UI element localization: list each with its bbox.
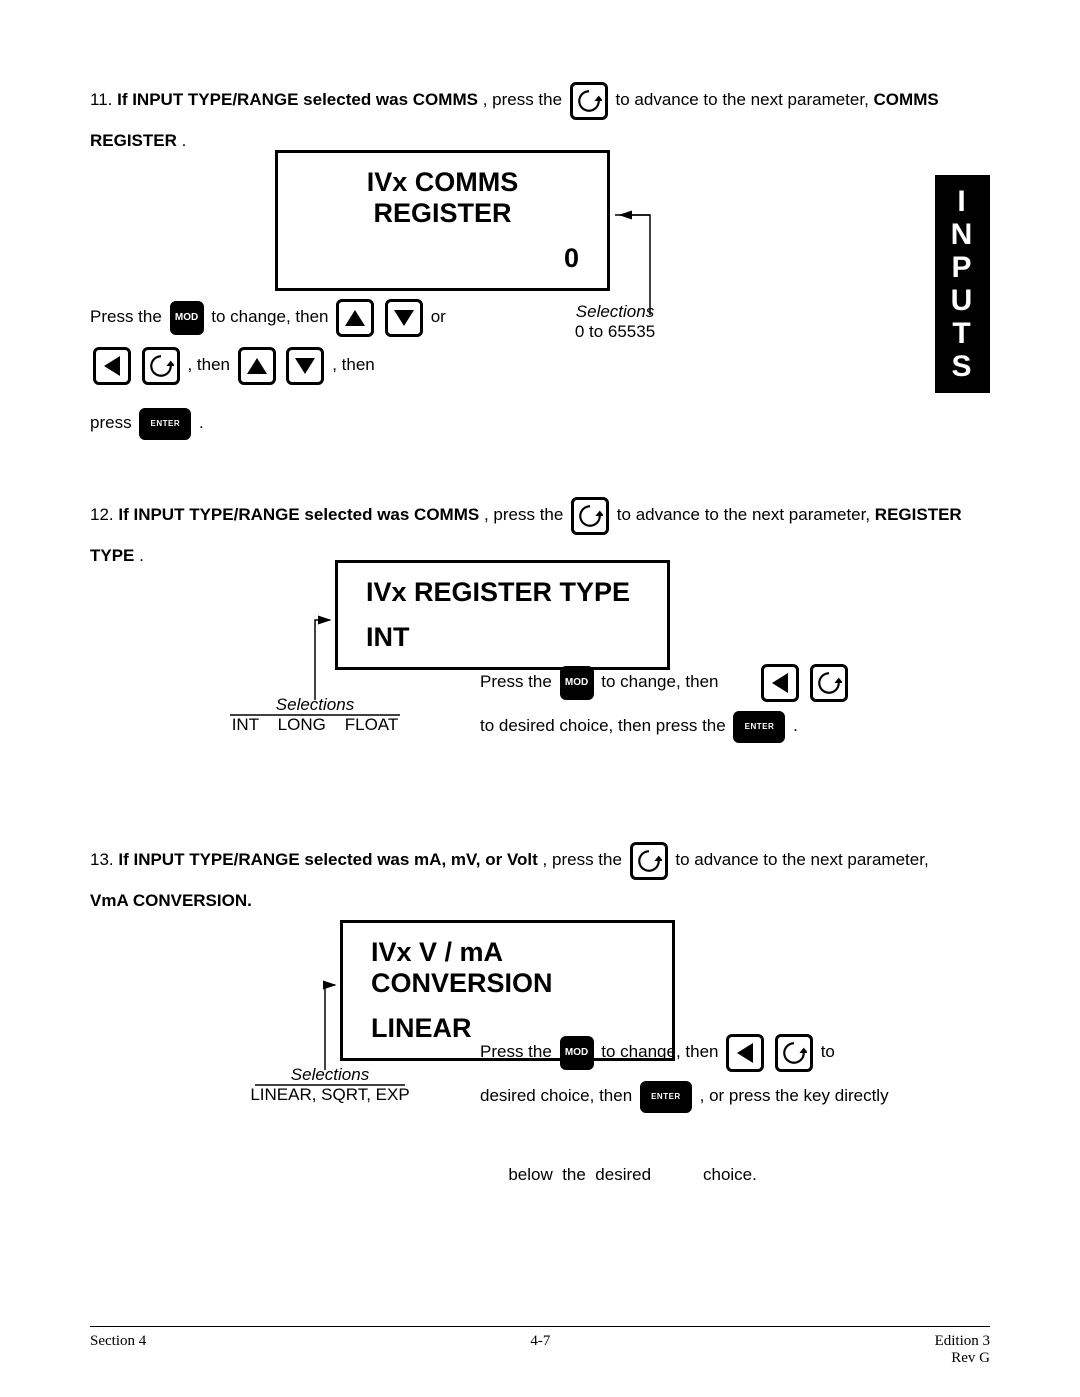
up-arrow-icon — [238, 347, 276, 385]
cycle-icon — [142, 347, 180, 385]
selections-label: Selections — [225, 695, 405, 715]
text: , press the — [483, 90, 567, 109]
footer-section: Section 4 — [90, 1333, 146, 1367]
selections-options: LINEAR, SQRT, EXP — [250, 1085, 410, 1105]
down-arrow-icon — [286, 347, 324, 385]
side-tab-letter: U — [935, 284, 990, 317]
display-register-type: IVx REGISTER TYPE INT — [335, 560, 670, 670]
selections-box-3: Selections LINEAR, SQRT, EXP — [250, 1065, 410, 1105]
side-tab-letter: T — [935, 317, 990, 350]
text: below the desired choice. — [508, 1165, 757, 1184]
text: , press the — [484, 505, 568, 524]
up-arrow-icon — [336, 299, 374, 337]
enter-button-icon: ENTER — [733, 711, 785, 743]
step-condition: If INPUT TYPE/RANGE selected was COMMS — [117, 90, 478, 109]
step-number: 13. — [90, 850, 118, 869]
text: to desired choice, then press the — [480, 716, 730, 735]
footer-edition-text: Edition 3 — [935, 1333, 990, 1349]
display-comms-register: IVx COMMS REGISTER 0 — [275, 150, 610, 291]
step-number: 11. — [90, 90, 117, 109]
text: to change, then — [601, 672, 723, 691]
cycle-icon — [571, 497, 609, 535]
selections-options: 0 to 65535 — [555, 322, 675, 342]
step-condition: If INPUT TYPE/RANGE selected was mA, mV,… — [118, 850, 537, 869]
text: to advance to the next parameter, — [617, 505, 875, 524]
side-tab-letter: S — [935, 350, 990, 383]
step-number: 12. — [90, 505, 118, 524]
cycle-icon — [570, 82, 608, 120]
left-arrow-icon — [761, 664, 799, 702]
text: or — [431, 307, 446, 326]
footer-page-number: 4-7 — [146, 1333, 934, 1367]
text: desired choice, then — [480, 1086, 637, 1105]
cycle-icon — [630, 842, 668, 880]
selections-label: Selections — [555, 302, 675, 322]
display-line1: IVx REGISTER TYPE — [366, 577, 639, 608]
step-condition: If INPUT TYPE/RANGE selected was COMMS — [118, 505, 479, 524]
page-footer: Section 4 4-7 Edition 3 Rev G — [90, 1326, 990, 1367]
text: Press the — [90, 307, 167, 326]
enter-button-icon: ENTER — [640, 1081, 692, 1113]
display-line1: IVx V / mA CONVERSION — [371, 937, 644, 999]
side-tab-letter: P — [935, 251, 990, 284]
side-tab-letter: N — [935, 218, 990, 251]
footer-edition: Edition 3 Rev G — [935, 1333, 990, 1367]
selections-box-1: Selections 0 to 65535 — [555, 302, 675, 342]
side-tab-letter: I — [935, 185, 990, 218]
text: Press the — [480, 672, 557, 691]
mod-button-icon: MOD — [560, 666, 594, 700]
instruction-block-3: Press the MOD to change, then to desired… — [480, 1030, 960, 1231]
left-arrow-icon — [93, 347, 131, 385]
text: to change, then — [601, 1042, 723, 1061]
mod-button-icon: MOD — [170, 301, 204, 335]
step-13-text: 13. If INPUT TYPE/RANGE selected was mA,… — [90, 840, 990, 922]
text: to — [821, 1042, 835, 1061]
footer-rev-text: Rev G — [951, 1350, 990, 1366]
text: , or press the key directly — [700, 1086, 889, 1105]
text: . — [182, 131, 187, 150]
text: , press the — [543, 850, 627, 869]
text: to advance to the next parameter, — [675, 850, 928, 869]
instruction-block-1: Press the MOD to change, then or , then … — [90, 295, 560, 446]
display-line2: 0 — [306, 243, 579, 274]
text: . — [793, 716, 798, 735]
display-line1: IVx COMMS REGISTER — [306, 167, 579, 229]
text: to advance to the next parameter, — [616, 90, 874, 109]
text: . — [139, 546, 144, 565]
page: I N P U T S 11. If INPUT TYPE/RANGE sele… — [0, 0, 1080, 1397]
display-line2: INT — [366, 622, 639, 653]
selections-label: Selections — [250, 1065, 410, 1085]
text: , then — [187, 355, 234, 374]
text: press — [90, 413, 136, 432]
left-arrow-icon — [726, 1034, 764, 1072]
selections-options: INT LONG FLOAT — [225, 715, 405, 735]
instruction-block-2: Press the MOD to change, then to desired… — [480, 660, 900, 748]
down-arrow-icon — [385, 299, 423, 337]
param-name: VmA CONVERSION. — [90, 891, 252, 910]
cycle-icon — [810, 664, 848, 702]
mod-button-icon: MOD — [560, 1036, 594, 1070]
cycle-icon — [775, 1034, 813, 1072]
enter-button-icon: ENTER — [139, 408, 191, 440]
selections-box-2: Selections INT LONG FLOAT — [225, 695, 405, 735]
text: to change, then — [211, 307, 333, 326]
text: . — [199, 413, 204, 432]
text: Press the — [480, 1042, 557, 1061]
side-tab-inputs: I N P U T S — [935, 175, 990, 393]
text: , then — [332, 355, 375, 374]
